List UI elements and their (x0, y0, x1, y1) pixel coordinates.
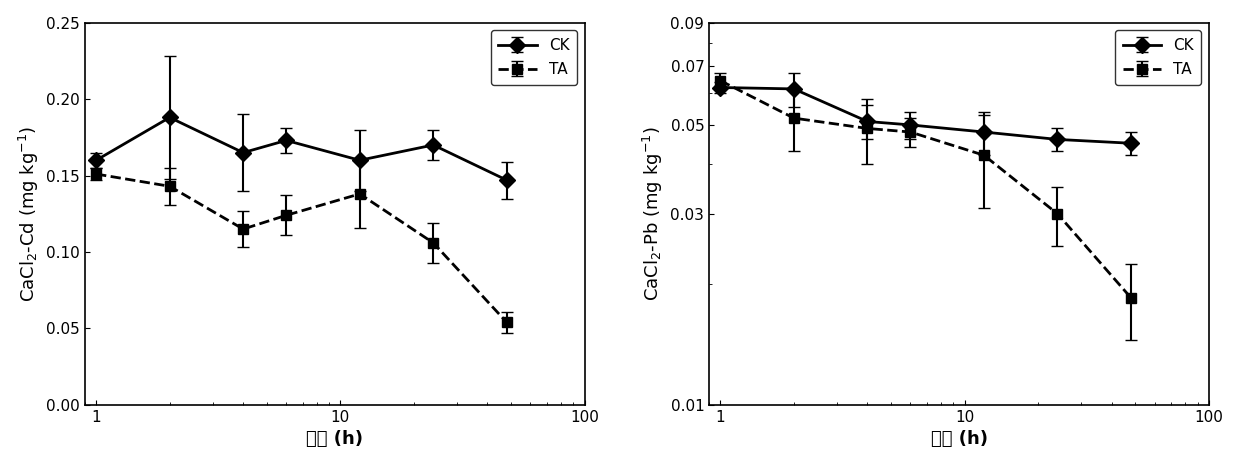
Y-axis label: $\mathrm{CaCl_2}$-Cd (mg kg$^{-1}$): $\mathrm{CaCl_2}$-Cd (mg kg$^{-1}$) (16, 126, 41, 302)
Y-axis label: $\mathrm{CaCl_2}$-Pb (mg kg$^{-1}$): $\mathrm{CaCl_2}$-Pb (mg kg$^{-1}$) (641, 126, 665, 301)
Legend: CK, TA: CK, TA (1115, 30, 1202, 85)
X-axis label: 时间 (h): 时间 (h) (930, 430, 987, 448)
Legend: CK, TA: CK, TA (491, 30, 577, 85)
X-axis label: 时间 (h): 时间 (h) (306, 430, 363, 448)
